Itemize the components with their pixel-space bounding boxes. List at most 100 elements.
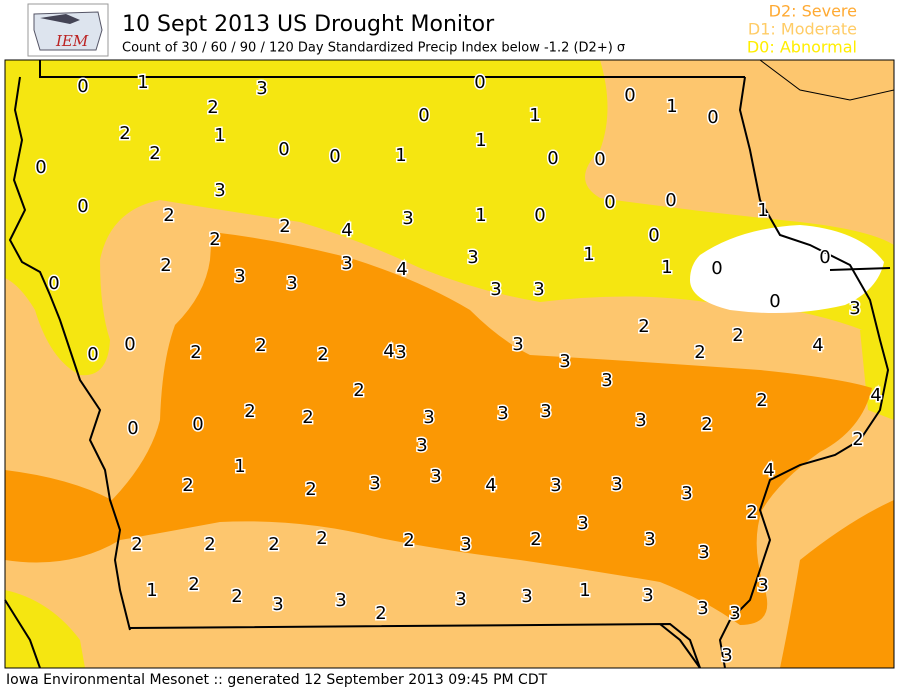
state-border	[829, 267, 891, 271]
legend-entry: D1: Moderate	[748, 20, 857, 39]
station-count: 4	[396, 259, 407, 280]
station-count: 0	[665, 190, 676, 211]
state-border	[718, 76, 890, 669]
station-count: 3	[455, 589, 466, 610]
station-count: 1	[529, 105, 540, 126]
d0-area	[5, 60, 894, 376]
state-border	[759, 59, 895, 101]
station-count: 0	[707, 107, 718, 128]
station-count: 2	[119, 123, 130, 144]
station-count: 3	[849, 298, 860, 319]
station-count: 0	[127, 418, 138, 439]
no-drought-area	[690, 225, 884, 314]
legend-entry: D0: Abnormal	[747, 38, 857, 57]
station-count: 2	[852, 429, 863, 450]
station-count: 1	[757, 200, 768, 221]
station-count: 3	[681, 483, 692, 504]
state-border	[39, 60, 745, 78]
state-border	[4, 599, 41, 669]
station-count: 3	[272, 594, 283, 615]
station-count: 3	[286, 273, 297, 294]
station-count: 3	[497, 403, 508, 424]
station-count: 2	[701, 414, 712, 435]
station-count: 4	[870, 385, 881, 406]
station-count: 1	[579, 580, 590, 601]
station-count: 0	[624, 85, 635, 106]
station-count: 4	[812, 335, 823, 356]
station-count: 2	[305, 479, 316, 500]
station-count: 2	[375, 603, 386, 624]
station-count: 3	[490, 279, 501, 300]
station-count: 3	[341, 253, 352, 274]
d0-area	[5, 590, 85, 668]
station-count: 3	[234, 266, 245, 287]
logo: IEM	[27, 3, 109, 57]
station-count: 1	[395, 145, 406, 166]
station-count: 0	[48, 273, 59, 294]
station-count: 3	[423, 407, 434, 428]
station-count: 3	[729, 603, 740, 624]
station-count: 0	[329, 146, 340, 167]
station-count: 2	[209, 229, 220, 250]
station-count: 2	[163, 205, 174, 226]
legend-entry: D2: Severe	[769, 2, 857, 21]
station-count: 2	[255, 335, 266, 356]
station-count: 0	[35, 157, 46, 178]
station-count: 3	[460, 534, 471, 555]
d2-area	[780, 500, 894, 668]
station-count: 0	[77, 76, 88, 97]
station-count: 3	[642, 585, 653, 606]
station-count: 2	[316, 528, 327, 549]
subtitle: Count of 30 / 60 / 90 / 120 Day Standard…	[122, 41, 625, 56]
station-count: 0	[534, 205, 545, 226]
station-count: 2	[190, 342, 201, 363]
station-count: 1	[661, 257, 672, 278]
station-count: 1	[475, 130, 486, 151]
d2-area	[5, 232, 872, 625]
map-frame	[4, 59, 895, 669]
station-count: 0	[648, 225, 659, 246]
logo-text: IEM	[55, 32, 89, 50]
station-count: 2	[160, 255, 171, 276]
station-count: 0	[711, 258, 722, 279]
station-count: 3	[430, 466, 441, 487]
station-count: 2	[403, 530, 414, 551]
station-count: 0	[594, 149, 605, 170]
station-count: 3	[512, 334, 523, 355]
station-count: 0	[418, 105, 429, 126]
station-count: 2	[182, 475, 193, 496]
station-count: 0	[77, 196, 88, 217]
station-count: 0	[547, 148, 558, 169]
station-count: 2	[317, 344, 328, 365]
station-count: 1	[583, 244, 594, 265]
station-count: 3	[698, 542, 709, 563]
station-count: 1	[234, 456, 245, 477]
station-count: 2	[638, 316, 649, 337]
station-count: 0	[604, 192, 615, 213]
state-border	[129, 622, 701, 669]
station-count: 3	[721, 645, 732, 666]
station-count: 2	[694, 342, 705, 363]
station-count: 2	[231, 586, 242, 607]
station-count: 2	[204, 534, 215, 555]
station-count: 4	[383, 341, 394, 362]
station-count: 3	[644, 529, 655, 550]
station-count: 3	[256, 78, 267, 99]
station-count: 3	[577, 513, 588, 534]
station-count: 0	[192, 414, 203, 435]
logo-state	[33, 11, 103, 51]
station-count: 0	[278, 139, 289, 160]
station-count: 0	[769, 291, 780, 312]
station-count: 1	[137, 72, 148, 93]
station-count: 2	[530, 529, 541, 550]
station-count: 3	[601, 370, 612, 391]
station-count: 1	[146, 580, 157, 601]
station-count: 3	[540, 401, 551, 422]
station-count: 3	[533, 279, 544, 300]
station-count: 3	[697, 598, 708, 619]
footer: Iowa Environmental Mesonet :: generated …	[6, 672, 548, 688]
station-count: 2	[149, 143, 160, 164]
